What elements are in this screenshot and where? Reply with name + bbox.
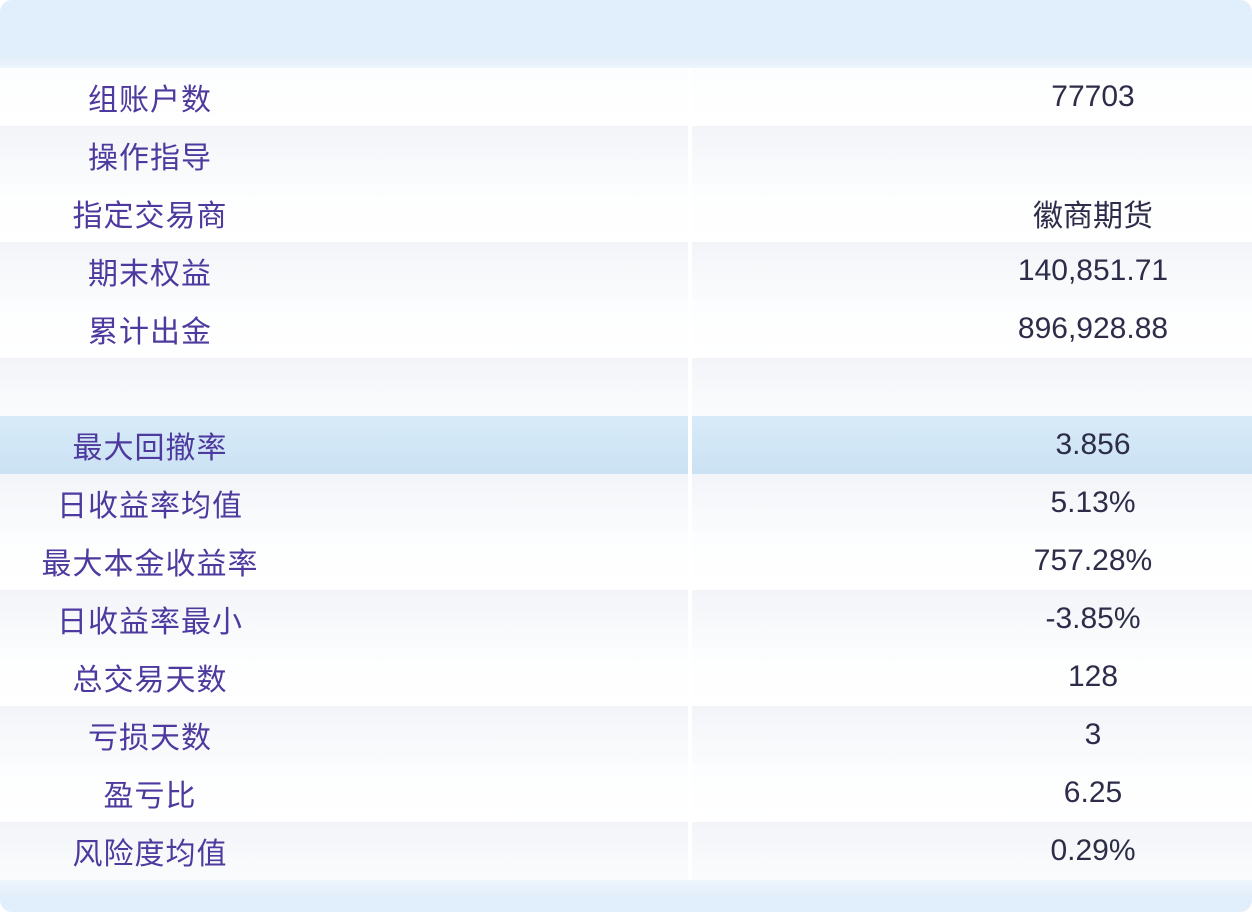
row-label-cell xyxy=(0,358,688,416)
column-divider xyxy=(688,300,692,358)
row-value: 140,851.71 xyxy=(1017,254,1169,287)
table-row[interactable]: 风险度均值 0.29% xyxy=(0,822,1252,880)
row-value-cell: -3.85% xyxy=(692,590,1252,648)
row-label: 亏损天数 xyxy=(88,722,212,755)
row-value: 128 xyxy=(1067,660,1119,693)
table-row[interactable]: 日收益率最小 -3.85% xyxy=(0,590,1252,648)
row-value-cell: 0.29% xyxy=(692,822,1252,880)
row-value-cell: 896,928.88 xyxy=(692,300,1252,358)
row-label-cell: 最大回撤率 xyxy=(0,416,688,474)
column-divider xyxy=(688,706,692,764)
stats-table: 组账户数 77703 操作指导 指定交易商 徽商期货 期末权益 140,851.… xyxy=(0,68,1252,880)
column-divider xyxy=(688,242,692,300)
row-label-cell: 日收益率最小 xyxy=(0,590,688,648)
row-value-cell: 128 xyxy=(692,648,1252,706)
row-label: 指定交易商 xyxy=(72,200,228,233)
row-value-cell: 3.856 xyxy=(692,416,1252,474)
table-row[interactable]: 总交易天数 128 xyxy=(0,648,1252,706)
column-divider xyxy=(688,474,692,532)
row-value: 77703 xyxy=(1051,80,1135,113)
column-divider xyxy=(688,358,692,416)
column-divider xyxy=(688,68,692,126)
row-label-cell: 指定交易商 xyxy=(0,184,688,242)
column-divider xyxy=(688,532,692,590)
row-value: 6.25 xyxy=(1063,776,1123,809)
table-row[interactable] xyxy=(0,358,1252,416)
table-row[interactable]: 最大本金收益率 757.28% xyxy=(0,532,1252,590)
row-label: 操作指导 xyxy=(88,142,212,175)
table-row[interactable]: 指定交易商 徽商期货 xyxy=(0,184,1252,242)
column-divider xyxy=(688,764,692,822)
row-label: 日收益率最小 xyxy=(57,606,243,639)
table-row[interactable]: 盈亏比 6.25 xyxy=(0,764,1252,822)
row-value-cell xyxy=(692,126,1252,184)
row-label-cell: 组账户数 xyxy=(0,68,688,126)
table-row[interactable]: 组账户数 77703 xyxy=(0,68,1252,126)
table-row-selected[interactable]: 最大回撤率 3.856 xyxy=(0,416,1252,474)
row-value-cell xyxy=(692,358,1252,416)
column-divider xyxy=(688,648,692,706)
row-value-cell: 140,851.71 xyxy=(692,242,1252,300)
row-value: 3.856 xyxy=(1055,428,1131,461)
row-value-cell: 徽商期货 xyxy=(692,184,1252,242)
row-label-cell: 期末权益 xyxy=(0,242,688,300)
row-label: 期末权益 xyxy=(88,258,212,291)
column-divider xyxy=(688,590,692,648)
row-label: 累计出金 xyxy=(88,316,212,349)
row-label: 组账户数 xyxy=(88,84,212,117)
row-value-cell: 77703 xyxy=(692,68,1252,126)
row-label-cell: 总交易天数 xyxy=(0,648,688,706)
row-label-cell: 亏损天数 xyxy=(0,706,688,764)
row-value: 5.13% xyxy=(1050,486,1136,519)
column-divider xyxy=(688,822,692,880)
table-row[interactable]: 期末权益 140,851.71 xyxy=(0,242,1252,300)
row-label-cell: 风险度均值 xyxy=(0,822,688,880)
row-value: 757.28% xyxy=(1033,544,1153,577)
row-value-cell: 5.13% xyxy=(692,474,1252,532)
column-divider xyxy=(688,416,692,474)
bottom-band xyxy=(0,880,1252,912)
top-band xyxy=(0,0,1252,68)
row-label: 风险度均值 xyxy=(72,838,228,871)
row-value-cell: 6.25 xyxy=(692,764,1252,822)
row-value: 3 xyxy=(1084,718,1102,751)
row-label-cell: 最大本金收益率 xyxy=(0,532,688,590)
row-value: 0.29% xyxy=(1050,834,1136,867)
row-label: 总交易天数 xyxy=(72,664,228,697)
column-divider xyxy=(688,184,692,242)
table-row[interactable]: 亏损天数 3 xyxy=(0,706,1252,764)
row-value: -3.85% xyxy=(1045,602,1141,635)
row-label: 最大本金收益率 xyxy=(41,548,259,581)
row-value-cell: 3 xyxy=(692,706,1252,764)
row-label: 日收益率均值 xyxy=(57,490,243,523)
row-value-cell: 757.28% xyxy=(692,532,1252,590)
row-value: 徽商期货 xyxy=(1033,200,1153,233)
table-row[interactable]: 操作指导 xyxy=(0,126,1252,184)
row-label: 最大回撤率 xyxy=(72,432,228,465)
row-label-cell: 日收益率均值 xyxy=(0,474,688,532)
row-label: 盈亏比 xyxy=(103,780,197,813)
column-divider xyxy=(688,126,692,184)
row-value: 896,928.88 xyxy=(1017,312,1169,345)
row-label-cell: 操作指导 xyxy=(0,126,688,184)
row-label-cell: 盈亏比 xyxy=(0,764,688,822)
row-label-cell: 累计出金 xyxy=(0,300,688,358)
table-row[interactable]: 累计出金 896,928.88 xyxy=(0,300,1252,358)
table-row[interactable]: 日收益率均值 5.13% xyxy=(0,474,1252,532)
